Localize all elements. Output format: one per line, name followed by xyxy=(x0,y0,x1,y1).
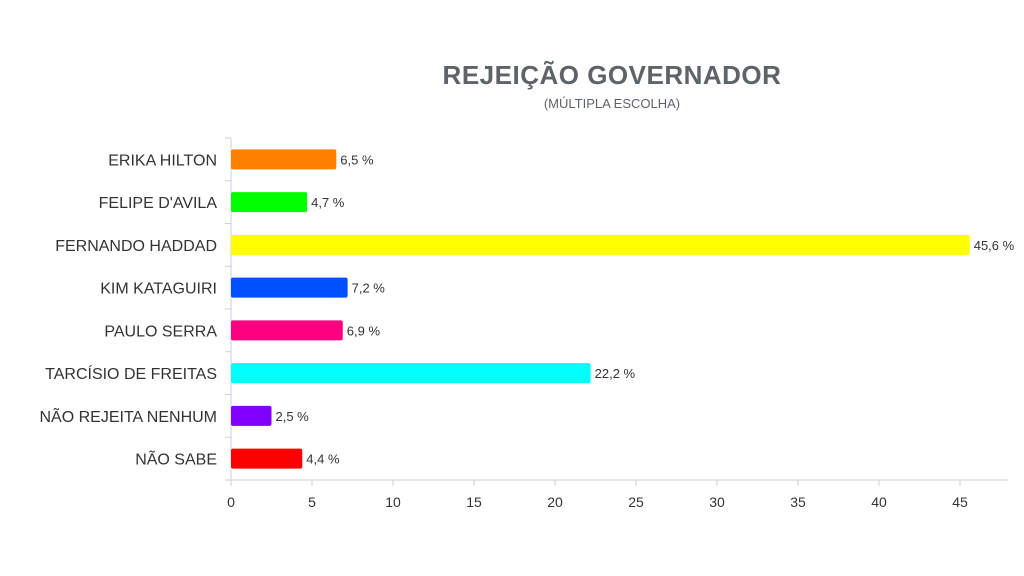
category-label: FELIPE D'AVILA xyxy=(99,195,218,212)
bar xyxy=(231,149,337,170)
x-tick-label: 5 xyxy=(308,494,316,510)
bar xyxy=(231,405,272,426)
x-tick-label: 25 xyxy=(628,494,644,510)
data-label: 4,7 % xyxy=(311,195,345,210)
category-label: ERIKA HILTON xyxy=(108,152,217,169)
x-tick-label: 45 xyxy=(952,494,968,510)
x-tick-label: 0 xyxy=(227,494,235,510)
category-label: NÃO REJEITA NENHUM xyxy=(40,406,218,426)
category-label: KIM KATAGUIRI xyxy=(100,281,217,298)
category-label: NÃO SABE xyxy=(135,449,217,469)
category-label: PAULO SERRA xyxy=(104,323,217,340)
data-label: 4,4 % xyxy=(306,452,340,467)
bar xyxy=(231,320,343,341)
chart-subtitle: (MÚLTIPLA ESCOLHA) xyxy=(543,96,681,111)
bar xyxy=(231,448,303,469)
bar xyxy=(231,192,308,213)
x-tick-label: 30 xyxy=(709,494,725,510)
x-tick-label: 35 xyxy=(790,494,806,510)
x-tick-label: 20 xyxy=(547,494,563,510)
bar xyxy=(231,277,348,298)
data-label: 22,2 % xyxy=(595,366,636,381)
data-label: 6,9 % xyxy=(347,323,381,338)
category-label: TARCÍSIO DE FREITAS xyxy=(45,364,217,383)
bar xyxy=(231,363,591,384)
chart-title: REJEIÇÃO GOVERNADOR xyxy=(442,60,782,90)
data-label: 2,5 % xyxy=(276,409,310,424)
x-tick-label: 15 xyxy=(466,494,482,510)
category-label: FERNANDO HADDAD xyxy=(55,238,217,255)
x-tick-label: 40 xyxy=(871,494,887,510)
x-tick-label: 10 xyxy=(385,494,401,510)
bar xyxy=(231,234,970,255)
data-label: 6,5 % xyxy=(340,152,374,167)
data-label: 7,2 % xyxy=(352,281,386,296)
data-label: 45,6 % xyxy=(974,238,1015,253)
